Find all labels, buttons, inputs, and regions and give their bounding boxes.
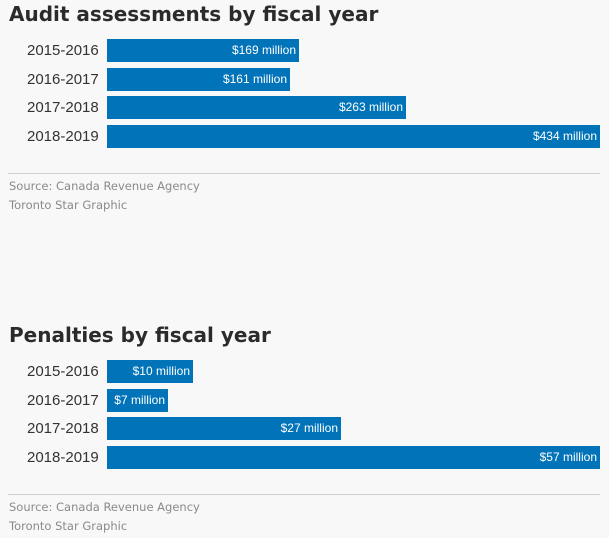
category-label: 2015-2016 [27,42,99,59]
bar-value-label: $57 million [539,449,597,464]
bar-value-label: $263 million [338,100,403,114]
chart-title: Penalties by fiscal year [9,323,271,347]
divider [8,494,600,495]
bar-row: 2015-2016 $10 million [0,360,609,383]
bar-row: 2018-2019 $434 million [0,124,609,148]
category-label: 2017-2018 [27,420,99,437]
bar-value-label: $27 million [280,421,338,435]
bar-row: 2015-2016 $169 million [0,39,609,62]
category-label: 2018-2019 [27,127,99,145]
bar: $57 million [107,445,600,469]
chart-title: Audit assessments by fiscal year [9,2,379,26]
bar: $10 million [107,360,193,383]
bar: $7 million [107,388,168,412]
bar-row: 2018-2019 $57 million [0,445,609,469]
source-note: Source: Canada Revenue Agency [9,500,200,514]
bar-value-label: $169 million [231,43,296,57]
category-label: 2015-2016 [27,363,99,380]
divider [8,173,600,174]
bar-value-label: $7 million [114,392,165,407]
category-label: 2016-2017 [27,391,99,409]
bar-value-label: $434 million [532,128,597,143]
category-label: 2016-2017 [27,70,99,88]
source-note: Source: Canada Revenue Agency [9,179,200,193]
bar-row: 2016-2017 $161 million [0,67,609,91]
category-label: 2017-2018 [27,99,99,116]
bar-row: 2017-2018 $27 million [0,417,609,440]
bar: $263 million [107,96,406,119]
bar-row: 2017-2018 $263 million [0,96,609,119]
bar-value-label: $161 million [222,71,287,86]
bar: $27 million [107,417,341,440]
bar-value-label: $10 million [132,364,190,378]
bar-row: 2016-2017 $7 million [0,388,609,412]
category-label: 2018-2019 [27,448,99,466]
bar: $434 million [107,124,600,148]
bar: $161 million [107,67,290,91]
credit-note: Toronto Star Graphic [9,198,128,212]
credit-note: Toronto Star Graphic [9,519,128,533]
bar: $169 million [107,39,299,62]
